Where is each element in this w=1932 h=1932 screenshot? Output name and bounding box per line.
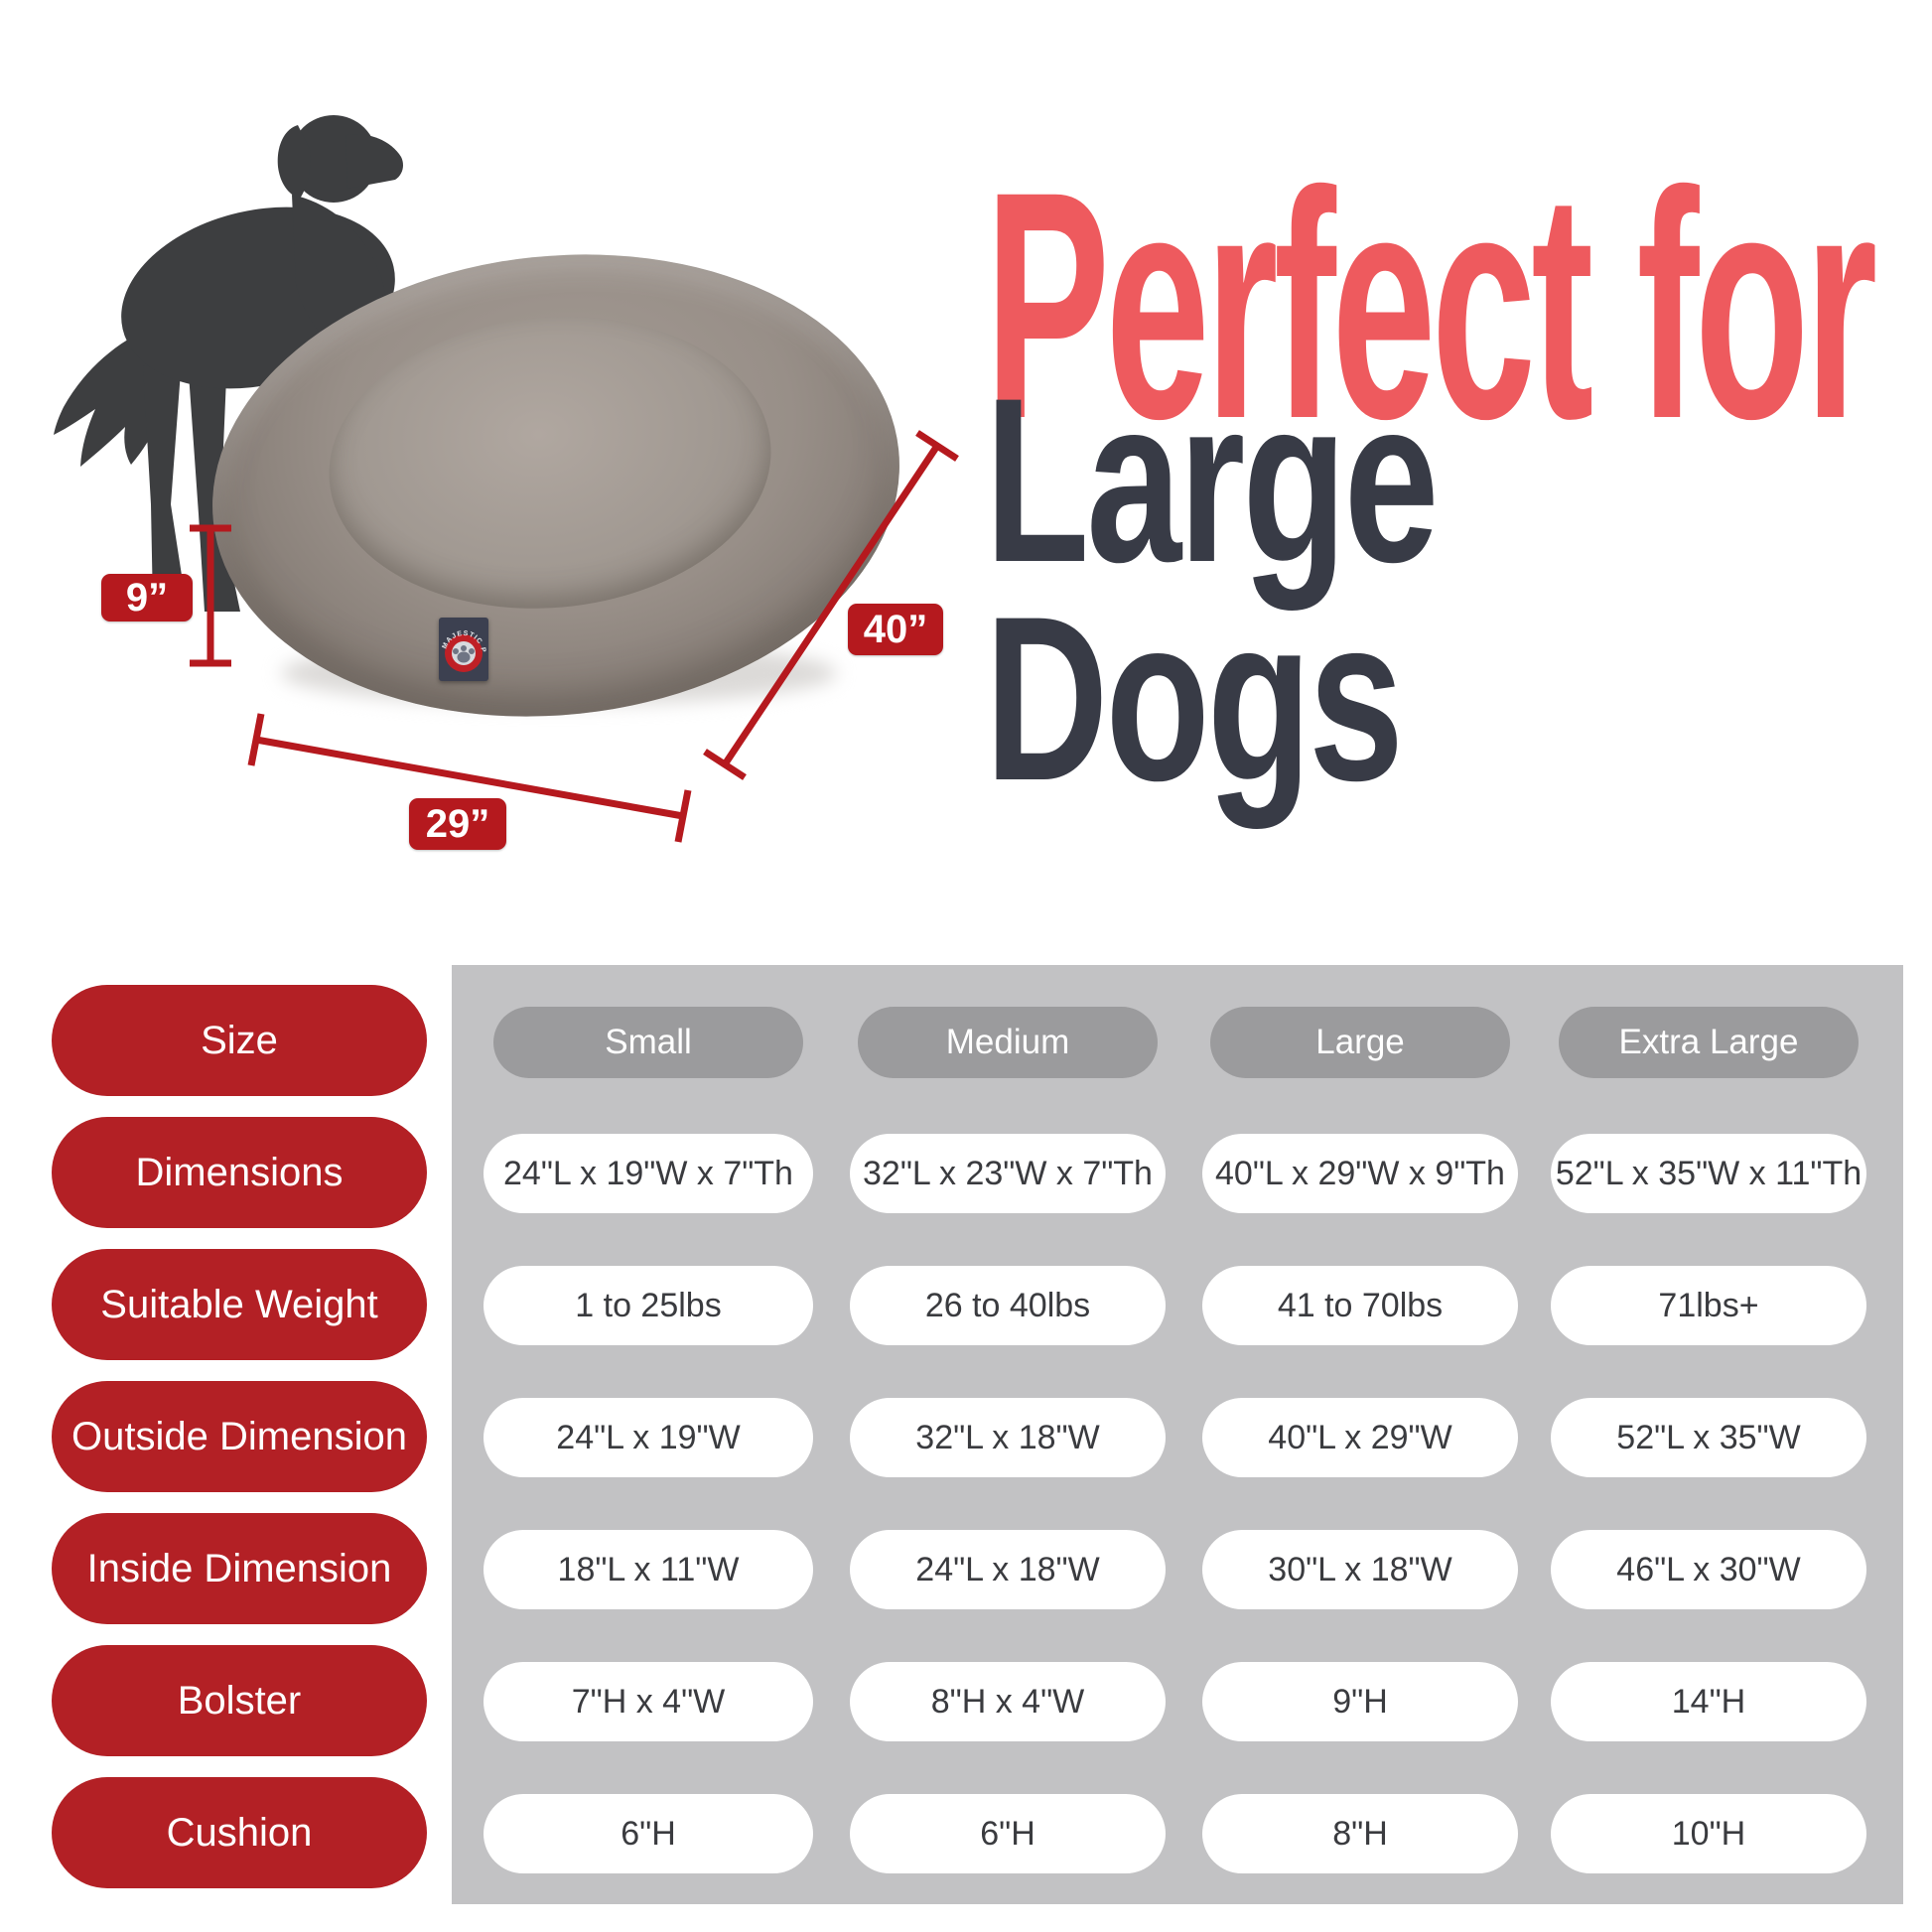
diagonal-measure-cap [915, 430, 959, 462]
cell-cushion-small: 6"H [483, 1794, 813, 1873]
diagonal-measure-cap [703, 749, 747, 780]
headline-line-dogs: Dogs [985, 568, 1404, 830]
row-header-dimensions: Dimensions [52, 1117, 427, 1228]
cell-inside-medium: 24"L x 18"W [850, 1530, 1166, 1609]
column-header-medium: Medium [858, 1007, 1158, 1078]
width-measure-cap [247, 713, 265, 766]
paw-icon [453, 645, 475, 663]
dog-ear [277, 125, 311, 199]
diagonal-measure-label: 40” [848, 604, 943, 655]
brand-tag: MAJESTIC PET [436, 613, 488, 681]
headline-accent-line: Perfect for [985, 125, 1877, 486]
cell-bolster-medium: 8"H x 4"W [850, 1662, 1166, 1741]
cell-cushion-medium: 6"H [850, 1794, 1166, 1873]
row-header-cushion: Cushion [52, 1777, 427, 1888]
cell-cushion-extra-large: 10"H [1551, 1794, 1866, 1873]
cell-weight-small: 1 to 25lbs [483, 1266, 813, 1345]
cell-inside-extra-large: 46"L x 30"W [1551, 1530, 1866, 1609]
cell-dimensions-large: 40"L x 29"W x 9"Th [1202, 1134, 1518, 1213]
row-header-suitable-weight: Suitable Weight [52, 1249, 427, 1360]
cell-outside-small: 24"L x 19"W [483, 1398, 813, 1477]
row-header-size: Size [52, 985, 427, 1096]
dog-muzzle [345, 134, 403, 189]
cell-outside-medium: 32"L x 18"W [850, 1398, 1166, 1477]
headline-line-large: Large [985, 349, 1439, 612]
cell-weight-large: 41 to 70lbs [1202, 1266, 1518, 1345]
row-header-bolster: Bolster [52, 1645, 427, 1756]
diagonal-measure-line [722, 444, 940, 766]
cell-bolster-extra-large: 14"H [1551, 1662, 1866, 1741]
width-measure-label: 29” [409, 798, 506, 850]
dog-tail [54, 326, 159, 467]
width-measure-line [255, 736, 684, 820]
cell-outside-large: 40"L x 29"W [1202, 1398, 1518, 1477]
cell-bolster-small: 7"H x 4"W [483, 1662, 813, 1741]
row-header-inside-dimension: Inside Dimension [52, 1513, 427, 1624]
cell-inside-small: 18"L x 11"W [483, 1530, 813, 1609]
cell-outside-extra-large: 52"L x 35"W [1551, 1398, 1866, 1477]
height-measure-label: 9” [101, 574, 193, 621]
cell-weight-extra-large: 71lbs+ [1551, 1266, 1866, 1345]
column-header-extra-large: Extra Large [1559, 1007, 1859, 1078]
width-measure-cap [674, 789, 692, 843]
row-header-outside-dimension: Outside Dimension [52, 1381, 427, 1492]
cell-inside-large: 30"L x 18"W [1202, 1530, 1518, 1609]
column-header-large: Large [1210, 1007, 1510, 1078]
cell-dimensions-extra-large: 52"L x 35"W x 11"Th [1551, 1134, 1866, 1213]
brand-tag-art: MAJESTIC PET [436, 613, 485, 672]
cell-dimensions-medium: 32"L x 23"W x 7"Th [850, 1134, 1166, 1213]
column-header-small: Small [493, 1007, 803, 1078]
cell-weight-medium: 26 to 40lbs [850, 1266, 1166, 1345]
measurement-lines [190, 430, 959, 843]
hero-section: MAJESTIC PET 9” [54, 115, 1877, 850]
dog-bed-photo: MAJESTIC PET [189, 220, 923, 751]
cell-bolster-large: 9"H [1202, 1662, 1518, 1741]
dog-rear-leg [143, 365, 187, 608]
cell-cushion-large: 8"H [1202, 1794, 1518, 1873]
cell-dimensions-small: 24"L x 19"W x 7"Th [483, 1134, 813, 1213]
measure-line-group [190, 430, 959, 843]
